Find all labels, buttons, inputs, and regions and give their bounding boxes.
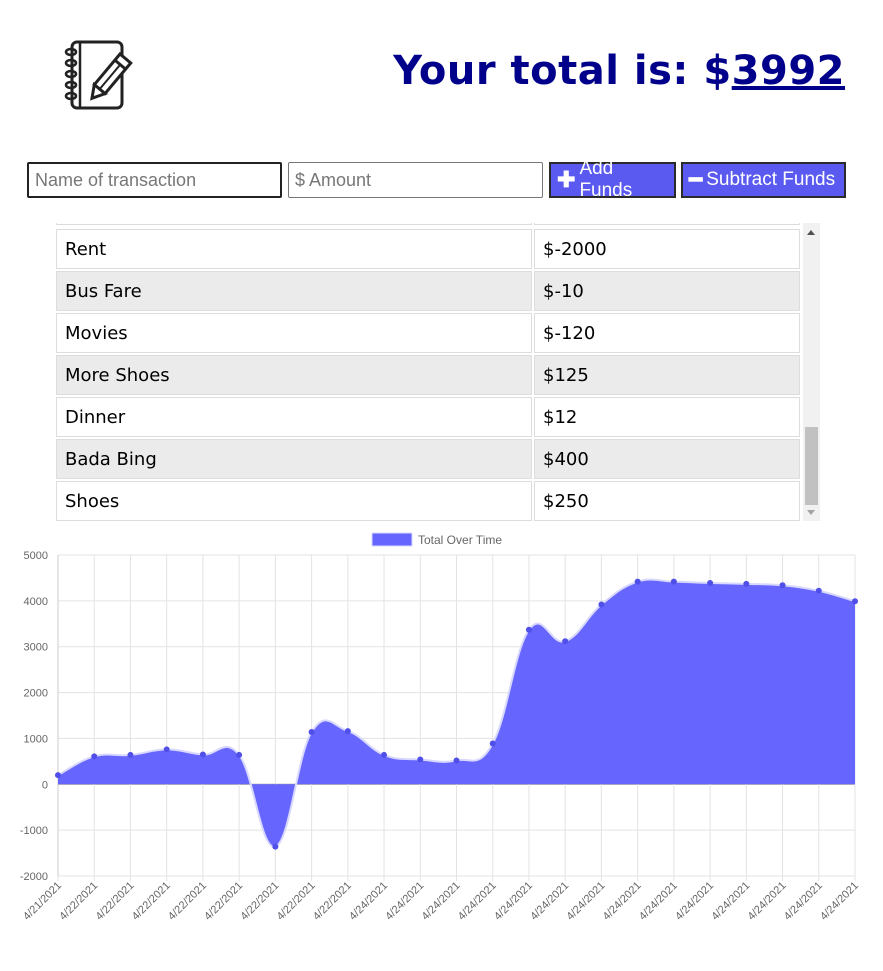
x-tick-label: 4/22/2021: [130, 880, 173, 923]
table-row: Movies $-120: [56, 313, 802, 353]
transaction-name: Bus Fare: [56, 271, 532, 311]
data-point: [453, 757, 460, 764]
y-tick-label: 1000: [24, 733, 48, 745]
data-point: [670, 578, 677, 585]
x-tick-label: 4/22/2021: [311, 880, 354, 923]
data-point: [852, 598, 858, 605]
table-row: Bus Fare $-10: [56, 271, 802, 311]
add-funds-button[interactable]: ✚ Add Funds: [549, 158, 676, 201]
x-tick-label: 4/24/2021: [528, 880, 571, 923]
table-row-partial: [56, 223, 802, 225]
scroll-up-arrow-icon[interactable]: [807, 230, 815, 235]
legend-label: Total Over Time: [418, 533, 502, 547]
data-point: [743, 580, 750, 587]
y-tick-label: 3000: [24, 642, 48, 654]
subtract-funds-label: Subtract Funds: [706, 169, 836, 190]
x-tick-label: 4/24/2021: [818, 880, 861, 923]
transaction-value: $400: [534, 439, 800, 479]
table-row: More Shoes $125: [56, 355, 802, 395]
y-tick-label: 5000: [24, 550, 48, 562]
x-tick-label: 4/24/2021: [601, 880, 644, 923]
x-tick-label: 4/22/2021: [275, 880, 318, 923]
y-tick-label: 2000: [24, 688, 48, 700]
minus-icon: ━: [689, 167, 703, 192]
total-label: Your total is: $: [393, 48, 732, 94]
data-point: [55, 772, 61, 779]
data-point: [707, 579, 714, 586]
data-point: [417, 756, 424, 763]
total-heading: Your total is: $3992: [393, 48, 845, 94]
transaction-name: Dinner: [56, 397, 532, 437]
x-tick-label: 4/22/2021: [202, 880, 245, 923]
table-row: Dinner $12: [56, 397, 802, 437]
series-area: [58, 579, 855, 847]
x-tick-label: 4/22/2021: [238, 880, 281, 923]
x-tick-label: 4/24/2021: [746, 880, 789, 923]
x-tick-label: 4/22/2021: [166, 880, 209, 923]
data-point: [634, 578, 641, 585]
transaction-name: More Shoes: [56, 355, 532, 395]
data-point: [562, 638, 569, 645]
total-amount: 3992: [731, 48, 845, 94]
data-point: [236, 751, 243, 758]
y-tick-label: 0: [42, 779, 48, 791]
transaction-value: $250: [534, 481, 800, 521]
data-point: [815, 587, 822, 594]
x-tick-label: 4/22/2021: [93, 880, 136, 923]
x-tick-label: 4/22/2021: [57, 880, 100, 923]
data-point: [91, 753, 98, 760]
data-point: [381, 751, 388, 758]
x-tick-label: 4/24/2021: [782, 880, 825, 923]
transaction-value: $-10: [534, 271, 800, 311]
table-row: Rent $-2000: [56, 229, 802, 269]
data-point: [163, 746, 170, 753]
table-row: Shoes $250: [56, 481, 802, 521]
y-tick-label: 4000: [24, 596, 48, 608]
data-point: [779, 582, 786, 589]
transaction-name: Shoes: [56, 481, 532, 521]
x-tick-label: 4/24/2021: [673, 880, 716, 923]
plus-icon: ✚: [557, 167, 576, 192]
data-point: [199, 751, 206, 758]
table-scrollbar[interactable]: [803, 223, 820, 521]
transaction-value: $125: [534, 355, 800, 395]
x-tick-label: 4/24/2021: [637, 880, 680, 923]
add-funds-label: Add Funds: [579, 158, 633, 201]
total-over-time-chart: 5000 4000 3000 2000 1000 0 -1000 -2000 4/21/2021…: [0, 527, 883, 967]
transaction-value: $-2000: [534, 229, 800, 269]
scrollbar-thumb[interactable]: [805, 427, 818, 505]
data-point: [598, 601, 605, 608]
x-tick-label: 4/24/2021: [383, 880, 426, 923]
x-tick-label: 4/24/2021: [492, 880, 535, 923]
table-row: Bada Bing $400: [56, 439, 802, 479]
transaction-value: $12: [534, 397, 800, 437]
transaction-amount-input[interactable]: [288, 162, 543, 198]
notebook-pencil-logo-icon: [60, 36, 140, 112]
x-tick-label: 4/24/2021: [709, 880, 752, 923]
transaction-value: $-120: [534, 313, 800, 353]
data-point: [489, 740, 496, 747]
data-point: [127, 751, 134, 758]
transaction-name: Movies: [56, 313, 532, 353]
x-tick-label: 4/24/2021: [456, 880, 499, 923]
scroll-down-arrow-icon[interactable]: [807, 510, 815, 515]
transactions-table[interactable]: Rent $-2000 Bus Fare $-10 Movies $-120 M…: [56, 223, 820, 521]
y-tick-label: -2000: [20, 871, 48, 883]
data-point: [308, 729, 315, 736]
data-point: [525, 626, 532, 633]
x-tick-label: 4/24/2021: [347, 880, 390, 923]
chart-svg: 5000 4000 3000 2000 1000 0 -1000 -20004/21/2021…: [20, 532, 861, 923]
x-tick-label: 4/24/2021: [564, 880, 607, 923]
data-point: [272, 843, 279, 850]
subtract-funds-button[interactable]: ━ Subtract Funds: [681, 162, 846, 198]
transaction-name: Rent: [56, 229, 532, 269]
legend-swatch: [371, 532, 413, 547]
data-point: [344, 728, 351, 735]
x-tick-label: 4/24/2021: [420, 880, 463, 923]
transaction-name: Bada Bing: [56, 439, 532, 479]
x-tick-label: 4/21/2021: [21, 880, 64, 923]
transaction-name-input[interactable]: [27, 162, 282, 198]
y-tick-label: -1000: [20, 825, 48, 837]
